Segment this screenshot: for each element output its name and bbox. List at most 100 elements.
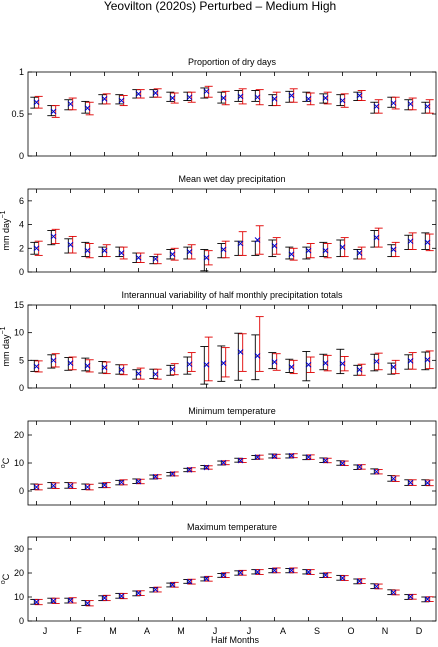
mean-marker bbox=[135, 370, 142, 377]
mean-marker bbox=[305, 247, 312, 254]
mean-marker bbox=[186, 361, 193, 368]
mean-marker bbox=[186, 578, 193, 585]
mean-marker bbox=[101, 96, 108, 102]
mean-marker bbox=[373, 234, 380, 241]
mean-marker bbox=[237, 569, 244, 576]
mean-marker bbox=[67, 360, 74, 366]
y-tick-label: 0 bbox=[19, 267, 24, 277]
panel-title: Minimum temperature bbox=[188, 406, 276, 416]
month-label: J bbox=[247, 626, 252, 636]
month-label: A bbox=[280, 626, 286, 636]
mean-marker bbox=[203, 254, 210, 261]
month-label: J bbox=[43, 626, 48, 636]
month-label: O bbox=[347, 626, 354, 636]
y-axis-label: mm day−1 bbox=[0, 326, 11, 366]
month-label: F bbox=[76, 626, 82, 636]
mean-marker bbox=[237, 457, 244, 464]
plot-frame bbox=[27, 71, 437, 157]
mean-marker bbox=[254, 237, 261, 243]
y-tick-label: 30 bbox=[14, 544, 24, 554]
mean-marker bbox=[152, 473, 159, 480]
mean-marker bbox=[424, 356, 431, 363]
mean-marker bbox=[135, 478, 142, 485]
mean-marker bbox=[118, 479, 125, 486]
mean-marker bbox=[339, 575, 346, 581]
month-label: N bbox=[382, 626, 389, 636]
panel-title: Proportion of dry days bbox=[188, 57, 277, 67]
mean-marker bbox=[50, 482, 57, 489]
mean-marker bbox=[220, 246, 227, 253]
mean-marker bbox=[373, 103, 380, 110]
mean-marker bbox=[169, 95, 176, 101]
mean-marker bbox=[101, 247, 108, 254]
mean-marker bbox=[305, 454, 312, 460]
mean-marker bbox=[67, 597, 74, 604]
month-label: D bbox=[416, 626, 423, 636]
mean-marker bbox=[305, 96, 312, 102]
mean-marker bbox=[322, 457, 329, 464]
y-tick-label: 2 bbox=[19, 243, 24, 253]
mean-marker bbox=[271, 567, 278, 574]
y-tick-label: 0.5 bbox=[11, 109, 24, 119]
panel-2: Mean wet day precipitation 0 2 4 6 mm day−1 bbox=[0, 174, 437, 277]
panel-title: Maximum temperature bbox=[187, 522, 277, 532]
mean-marker bbox=[407, 593, 414, 600]
mean-marker bbox=[424, 103, 431, 110]
y-tick-label: 20 bbox=[14, 568, 24, 578]
y-tick-label: 0 bbox=[19, 486, 24, 496]
y-tick-label: 10 bbox=[14, 458, 24, 468]
mean-marker bbox=[67, 482, 74, 489]
panel-3: Interannual variability of half monthly … bbox=[0, 290, 437, 393]
mean-marker bbox=[237, 240, 244, 247]
panel-title: Interannual variability of half monthly … bbox=[121, 290, 343, 300]
mean-marker bbox=[288, 567, 295, 574]
plot-frame bbox=[27, 304, 437, 389]
mean-marker bbox=[407, 101, 414, 107]
mean-marker bbox=[254, 353, 261, 359]
y-axis-label: mm day−1 bbox=[0, 210, 11, 250]
mean-marker bbox=[118, 593, 125, 599]
mean-marker bbox=[203, 575, 210, 582]
mean-marker bbox=[390, 475, 397, 482]
mean-marker bbox=[356, 92, 363, 99]
mean-marker bbox=[169, 251, 176, 258]
mean-marker bbox=[339, 460, 346, 467]
mean-marker bbox=[390, 364, 397, 370]
panels: Proportion of dry days 0 0.5 1 Mean wet day … bbox=[0, 57, 437, 636]
mean-marker bbox=[50, 233, 57, 240]
mean-marker bbox=[33, 484, 40, 490]
mean-marker bbox=[169, 581, 176, 588]
mean-marker bbox=[118, 366, 125, 373]
y-tick-label: 10 bbox=[14, 328, 24, 338]
y-tick-label: 0 bbox=[19, 383, 24, 393]
y-axis-label: oC bbox=[0, 573, 11, 584]
mean-marker bbox=[288, 92, 295, 99]
mean-marker bbox=[101, 482, 108, 488]
y-tick-label: 0 bbox=[19, 616, 24, 626]
mean-marker bbox=[305, 361, 312, 368]
plot-frame bbox=[27, 420, 437, 506]
mean-marker bbox=[203, 464, 210, 471]
y-tick-label: 1 bbox=[19, 67, 24, 77]
month-label: M bbox=[177, 626, 185, 636]
panel-4: Minimum temperature 0 10 20 oC bbox=[0, 406, 437, 506]
mean-marker bbox=[356, 366, 363, 373]
mean-marker bbox=[288, 251, 295, 258]
mean-marker bbox=[220, 572, 227, 579]
mean-marker bbox=[152, 371, 159, 378]
mean-marker bbox=[203, 88, 210, 95]
mean-marker bbox=[186, 94, 193, 101]
mean-marker bbox=[50, 357, 57, 364]
mean-marker bbox=[322, 572, 329, 579]
y-axis-label: oC bbox=[0, 457, 11, 468]
mean-marker bbox=[203, 361, 210, 368]
mean-marker bbox=[220, 95, 227, 101]
month-label: S bbox=[314, 626, 320, 636]
mean-marker bbox=[118, 250, 125, 256]
mean-marker bbox=[339, 244, 346, 250]
mean-marker bbox=[322, 247, 329, 254]
mean-marker bbox=[33, 599, 40, 605]
mean-marker bbox=[135, 590, 142, 597]
mean-marker bbox=[339, 97, 346, 104]
